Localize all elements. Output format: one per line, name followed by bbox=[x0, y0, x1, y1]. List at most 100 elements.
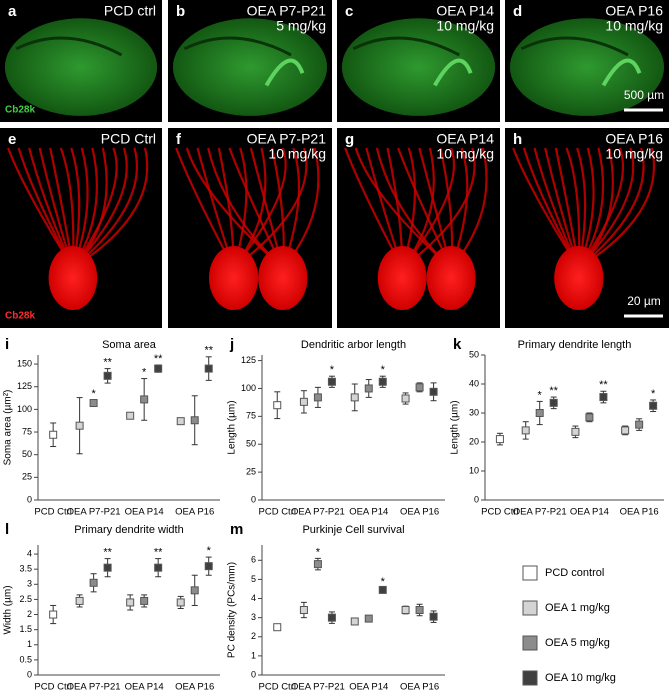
panel-caption: 10 mg/kg bbox=[436, 146, 494, 162]
chart-letter: m bbox=[230, 521, 243, 538]
data-point bbox=[364, 614, 373, 623]
y-axis-label: Soma area (µm²) bbox=[3, 390, 14, 466]
legend-swatch bbox=[522, 600, 538, 616]
x-tick-label: OEA P7-P21 bbox=[67, 682, 121, 693]
soma bbox=[377, 246, 427, 310]
dendrite bbox=[72, 147, 149, 269]
data-point bbox=[75, 421, 84, 430]
significance-mark: * bbox=[651, 388, 656, 400]
y-tick-label: 75 bbox=[246, 411, 256, 421]
legend-label: OEA 10 mg/kg bbox=[545, 672, 616, 684]
data-point bbox=[204, 562, 213, 571]
data-point bbox=[350, 393, 359, 402]
tissue-fold bbox=[352, 36, 460, 57]
data-point bbox=[176, 417, 185, 426]
significance-mark: ** bbox=[599, 379, 608, 391]
data-point bbox=[571, 427, 580, 436]
chart: k Primary dendrite length Length (µm) 0 10 20… bbox=[450, 336, 664, 518]
chart: m Purkinje Cell survival PC density (PCs/m… bbox=[227, 521, 445, 693]
data-point bbox=[299, 606, 308, 614]
y-tick-label: 2 bbox=[27, 609, 32, 619]
y-tick-label: 4 bbox=[27, 548, 32, 558]
panel-caption: OEA P16 bbox=[605, 131, 663, 147]
x-tick-label: OEA P16 bbox=[175, 682, 214, 693]
significance-mark: * bbox=[381, 576, 386, 588]
y-tick-label: 150 bbox=[17, 358, 32, 368]
chart-letter: k bbox=[453, 336, 462, 353]
legend-swatch bbox=[522, 670, 538, 686]
y-tick-label: 0 bbox=[251, 494, 256, 504]
tissue-section bbox=[341, 18, 496, 116]
panel-caption: 10 mg/kg bbox=[605, 146, 663, 162]
data-point bbox=[75, 596, 84, 605]
significance-mark: * bbox=[330, 364, 335, 376]
x-tick-label: OEA P14 bbox=[349, 507, 388, 518]
y-axis-label: Length (µm) bbox=[450, 400, 461, 454]
data-point bbox=[429, 387, 438, 396]
y-tick-label: 2 bbox=[251, 631, 256, 641]
data-point bbox=[299, 397, 308, 406]
data-point bbox=[521, 426, 530, 435]
y-tick-label: 100 bbox=[17, 404, 32, 414]
data-point bbox=[535, 409, 544, 417]
x-tick-label: OEA P7-P21 bbox=[513, 507, 567, 518]
data-point bbox=[585, 413, 594, 422]
tissue-section bbox=[509, 18, 665, 116]
y-tick-label: 0 bbox=[251, 669, 256, 679]
panel-caption: PCD Ctrl bbox=[101, 131, 156, 147]
x-tick-label: OEA P16 bbox=[400, 507, 439, 518]
panel-caption: 10 mg/kg bbox=[436, 18, 494, 34]
chart: j Dendritic arbor length Length (µm) 0 25 50 7… bbox=[227, 336, 445, 518]
y-tick-label: 1 bbox=[27, 639, 32, 649]
y-tick-label: 1 bbox=[251, 650, 256, 660]
panel-letter: a bbox=[8, 3, 17, 20]
significance-mark: ** bbox=[103, 547, 112, 559]
dendrite bbox=[232, 147, 308, 269]
panel-letter: e bbox=[8, 131, 16, 148]
data-point bbox=[103, 371, 112, 380]
data-point bbox=[415, 383, 424, 392]
y-tick-label: 30 bbox=[469, 407, 479, 417]
data-point bbox=[204, 364, 213, 373]
data-point bbox=[89, 399, 98, 408]
y-tick-label: 3.5 bbox=[19, 564, 32, 574]
y-tick-label: 6 bbox=[251, 555, 256, 565]
data-point bbox=[350, 617, 359, 626]
significance-mark: * bbox=[91, 388, 96, 400]
x-tick-label: OEA P7-P21 bbox=[291, 682, 345, 693]
data-point bbox=[176, 598, 185, 607]
stain-label: Cb28k bbox=[5, 311, 35, 322]
x-tick-label: OEA P14 bbox=[349, 682, 388, 693]
data-point bbox=[549, 398, 558, 407]
y-tick-label: 125 bbox=[241, 355, 256, 365]
y-tick-label: 25 bbox=[246, 466, 256, 476]
y-tick-label: 3 bbox=[251, 612, 256, 622]
significance-mark: * bbox=[207, 545, 212, 557]
chart-letter: i bbox=[5, 336, 9, 353]
dendrite bbox=[401, 147, 476, 269]
x-tick-label: OEA P16 bbox=[400, 682, 439, 693]
soma bbox=[209, 246, 259, 310]
data-point bbox=[495, 435, 504, 444]
soma bbox=[48, 246, 98, 310]
x-tick-label: OEA P16 bbox=[620, 507, 659, 518]
data-point bbox=[621, 426, 630, 435]
chart-title: Dendritic arbor length bbox=[301, 339, 406, 351]
chart-title: Primary dendrite length bbox=[518, 339, 632, 351]
panel-caption: OEA P7-P21 bbox=[247, 131, 327, 147]
y-tick-label: 3 bbox=[27, 579, 32, 589]
y-tick-label: 125 bbox=[17, 381, 32, 391]
dendrite bbox=[578, 147, 645, 269]
panel-letter: f bbox=[176, 131, 182, 148]
chart-letter: l bbox=[5, 521, 9, 538]
data-point bbox=[649, 401, 658, 410]
panel-letter: c bbox=[345, 3, 353, 20]
legend-label: OEA 5 mg/kg bbox=[545, 637, 610, 649]
panel-caption: OEA P7-P21 bbox=[247, 3, 327, 19]
data-point bbox=[140, 395, 149, 404]
panel-caption: 5 mg/kg bbox=[276, 18, 326, 34]
data-point bbox=[273, 401, 282, 410]
data-point bbox=[126, 598, 135, 607]
